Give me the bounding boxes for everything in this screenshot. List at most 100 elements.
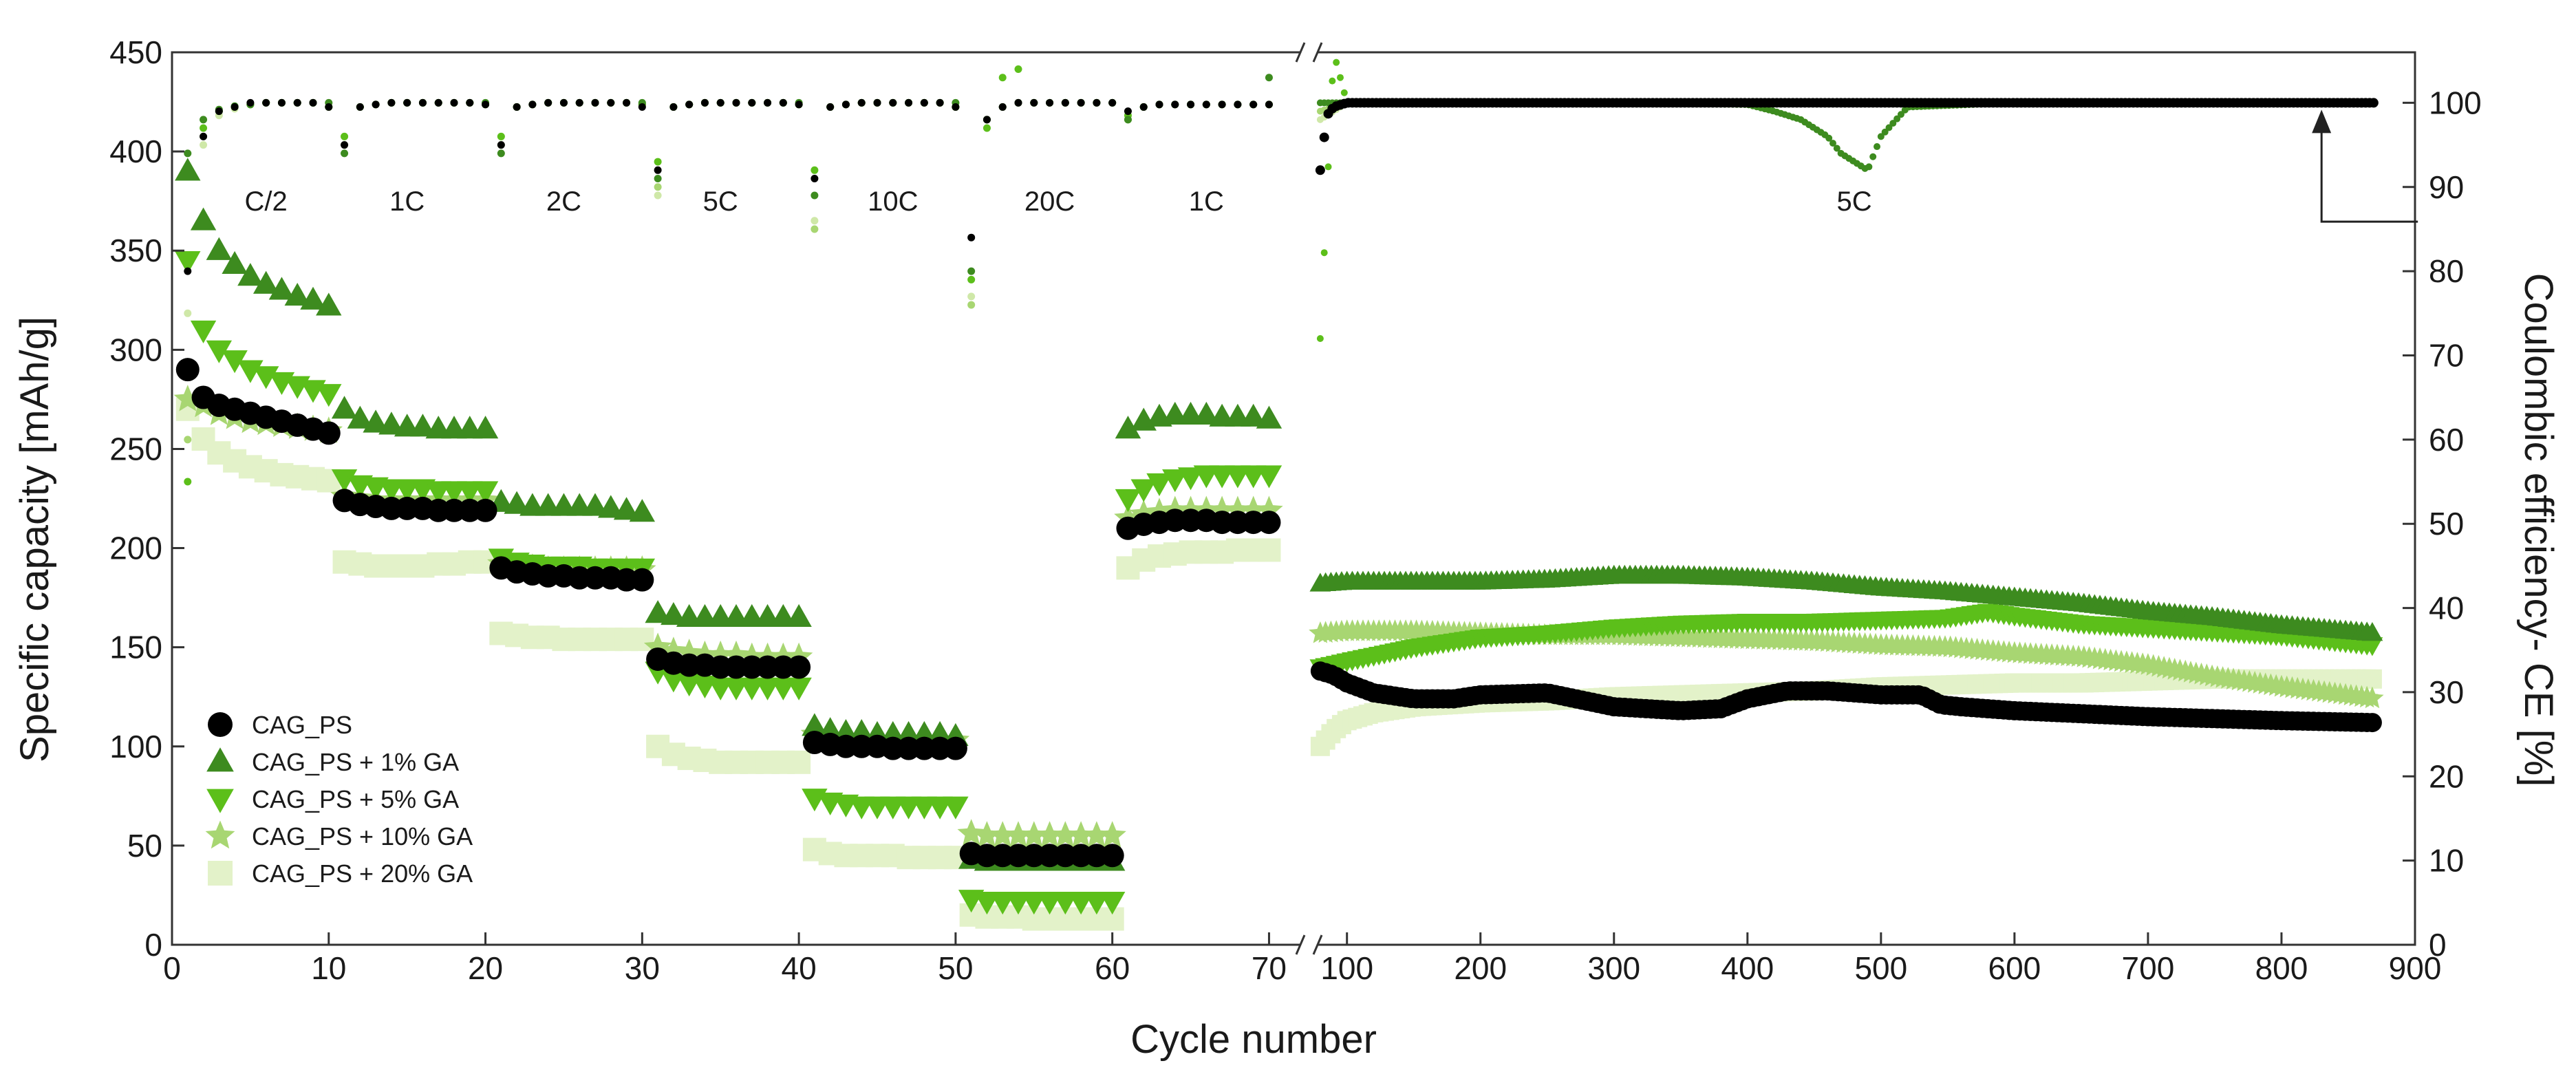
series-1-ce-point	[811, 191, 819, 200]
series-0-ce-point	[1061, 98, 1069, 107]
series-2-ce-point	[1014, 65, 1022, 73]
legend-marker-4	[208, 861, 233, 886]
series-0-ce-point	[841, 100, 850, 109]
series-1-capacity-point	[598, 495, 624, 518]
legend-label-4: CAG_PS + 20% GA	[252, 859, 473, 888]
series-2	[175, 251, 2383, 915]
series-0-ce-point	[1030, 98, 1038, 107]
series-0-longcycle-point	[2362, 713, 2382, 733]
series-2-ce-point	[184, 478, 192, 486]
y-tick-label: 0	[144, 927, 162, 963]
axis-break-gap-top	[1300, 39, 1318, 54]
series-2-capacity-point	[331, 469, 358, 493]
y2-tick-label: 20	[2429, 758, 2464, 794]
series-3-capacity-point	[1035, 821, 1064, 848]
series-0-ce-point	[277, 98, 286, 107]
rate-label: 1C	[1189, 186, 1224, 217]
series-1-capacity-point	[1115, 416, 1141, 439]
series-1-longcycle-point	[2361, 622, 2383, 641]
y2-tick-label: 90	[2429, 169, 2464, 205]
series-1-ce-point	[1893, 115, 1901, 122]
series-0-ce-point	[230, 103, 239, 111]
series-2-capacity-point	[206, 340, 233, 363]
y2-tick-label: 10	[2429, 843, 2464, 879]
series-0-ce-point	[1093, 98, 1101, 107]
series-0-capacity-point	[630, 568, 654, 592]
y2-tick-label: 70	[2429, 337, 2464, 373]
series-3-capacity-point	[1051, 821, 1080, 848]
rate-label: 2C	[546, 186, 581, 217]
x-tick-label: 70	[1252, 950, 1287, 986]
series-0-ce-point	[936, 98, 944, 107]
series-2-ce-point	[1340, 89, 1348, 96]
series-1-capacity-point	[629, 499, 656, 522]
series-0-ce-point	[716, 98, 724, 107]
series-1-capacity-point	[175, 158, 201, 181]
x-tick-label: 40	[782, 950, 817, 986]
series-1-capacity-point	[347, 405, 374, 429]
series-4-ce-point	[184, 309, 192, 317]
legend-label-0: CAG_PS	[252, 711, 352, 739]
series-1-capacity-point	[582, 493, 608, 516]
series-2-ce-point	[497, 132, 505, 140]
series-0-ce-point	[1124, 107, 1132, 116]
series-0-ce-point	[873, 98, 881, 107]
series-1-ce-point	[1829, 140, 1836, 147]
rate-label: 20C	[1024, 186, 1075, 217]
series-1-capacity-point	[237, 263, 264, 286]
series-3-ce-point	[811, 225, 819, 233]
x-tick-label: 60	[1095, 950, 1130, 986]
series-2-ce-point	[1316, 335, 1324, 343]
series-1-ce-point	[200, 116, 208, 124]
series-1-capacity-point	[848, 719, 874, 742]
legend-marker-0	[208, 712, 233, 737]
y2-tick-label: 80	[2429, 253, 2464, 289]
legend-label-3: CAG_PS + 10% GA	[252, 822, 473, 850]
series-1-ce-point	[184, 149, 192, 158]
series-2-capacity-point	[237, 360, 264, 383]
series-3-capacity-point	[1004, 821, 1033, 848]
x-tick-label: 20	[468, 950, 503, 986]
series-1	[175, 158, 2383, 871]
legend-label-1: CAG_PS + 1% GA	[252, 748, 459, 776]
series-0-ce-point	[559, 98, 568, 107]
series-0-capacity-point	[473, 498, 497, 522]
series-1-ce-point	[1265, 74, 1273, 82]
y-tick-label: 400	[109, 133, 162, 169]
series-2-capacity-point	[316, 384, 342, 407]
axes-frame	[171, 39, 2416, 959]
series-1-capacity-point	[316, 292, 342, 316]
series-1-capacity-point	[331, 396, 358, 419]
x-axis-label: Cycle number	[1130, 1017, 1377, 1062]
series-0-ce-point	[826, 103, 835, 111]
series-1-capacity-point	[363, 409, 389, 433]
series-3-longcycle-point	[2361, 686, 2384, 709]
y2-tick-label: 40	[2429, 590, 2464, 626]
series-0-ce-point	[607, 98, 615, 107]
y-tick-label: 100	[109, 729, 162, 764]
series-2-ce-point	[654, 158, 662, 166]
rate-label: C/2	[245, 186, 288, 217]
x-tick-label: 10	[311, 950, 346, 986]
series-4-ce-point	[811, 217, 819, 225]
y2-tick-label: 100	[2429, 85, 2482, 120]
series-3-capacity-point	[973, 821, 1001, 848]
series-0-ce-point	[184, 267, 192, 275]
series-0-ce-point	[356, 103, 364, 111]
series-0-ce	[184, 98, 2379, 275]
legend-label-2: CAG_PS + 5% GA	[252, 785, 459, 813]
series-0-ce-point	[669, 103, 678, 111]
series-0-ce-point	[2368, 98, 2379, 108]
series-2-ce-point	[1333, 58, 1340, 66]
series-0-ce-point	[638, 103, 646, 111]
legend-marker-2	[206, 789, 234, 813]
series-0-ce-point	[623, 98, 631, 107]
ce-axis-arrow	[2320, 130, 2418, 223]
series-0-capacity-point	[175, 358, 200, 382]
series-0-ce-point	[575, 98, 583, 107]
series-0-ce-point	[372, 100, 380, 109]
axis-ticks: 0 10 20 30 40 50 60 70 100 200 300 400 500 600 700 800 9…	[109, 34, 2482, 986]
series-0-ce-point	[1077, 98, 1085, 107]
series-0-ce-point	[262, 98, 270, 107]
series-1-capacity-point	[300, 286, 326, 310]
